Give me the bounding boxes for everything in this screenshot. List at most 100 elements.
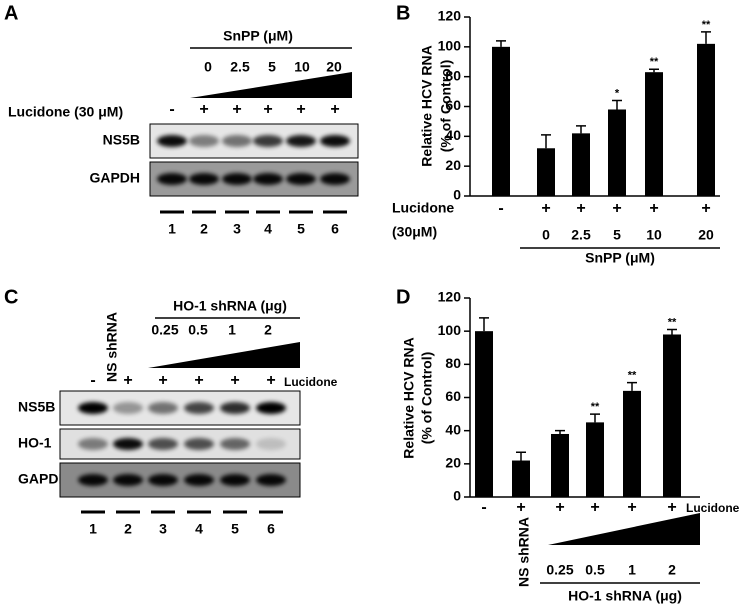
blot-band	[78, 438, 108, 450]
blot-band	[184, 438, 214, 450]
treatment-sign: +	[194, 372, 203, 389]
lane-number: 4	[264, 221, 272, 237]
bar	[586, 422, 604, 497]
bar	[512, 460, 530, 497]
error-bar	[590, 413, 600, 423]
x-tick-label: +	[667, 499, 676, 516]
y-axis-title: Relative HCV RNA	[401, 337, 417, 458]
y-axis-title: Relative HCV RNA	[419, 45, 435, 166]
treatment-sign: +	[330, 101, 339, 118]
bar	[697, 43, 715, 196]
dose-label: 5	[613, 227, 621, 243]
y-tick-label: 40	[445, 421, 461, 437]
significance: **	[702, 19, 711, 31]
blot-band	[256, 438, 286, 450]
row-label: Lucidone	[686, 501, 740, 515]
y-tick-label: 120	[438, 289, 462, 305]
significance: **	[591, 401, 600, 413]
treatment-sign: +	[123, 372, 132, 389]
x-tick-label: -	[481, 499, 486, 516]
blot-band	[220, 402, 250, 414]
blot-label: GAPDH	[18, 471, 69, 487]
panel-label: A	[4, 2, 18, 24]
dose-label: 2.5	[230, 59, 250, 75]
x-tick-label: +	[612, 200, 621, 217]
lane-number: 1	[89, 521, 97, 537]
y-tick-label: 80	[445, 67, 461, 83]
y-tick-label: 100	[438, 38, 462, 54]
dose-label: 2	[668, 562, 676, 578]
lane-number: 2	[124, 521, 132, 537]
panel-label: B	[396, 2, 410, 24]
error-bar	[649, 68, 659, 73]
bar	[608, 109, 626, 196]
lane-number: 3	[159, 521, 167, 537]
x-tick-label: +	[701, 200, 710, 217]
row-label: Lucidone	[392, 200, 454, 216]
x-tick-label: +	[555, 499, 564, 516]
blot-band	[113, 402, 143, 414]
significance: **	[668, 316, 677, 328]
treatment-sign: +	[199, 101, 208, 118]
treatment-sign: +	[230, 372, 239, 389]
x-tick-label: +	[590, 499, 599, 516]
blot-band	[222, 135, 252, 147]
blot-band	[256, 402, 286, 414]
blot-band	[222, 173, 252, 185]
dose-label: 20	[326, 59, 342, 75]
blot-band	[78, 474, 108, 486]
blot-band	[320, 173, 350, 185]
dose-label: 0.25	[546, 562, 573, 578]
blot-label: HO-1	[18, 435, 52, 451]
x-tick-label: +	[627, 499, 636, 516]
row-label: (30μM)	[392, 224, 437, 240]
control-label: NS shRNA	[516, 517, 532, 587]
dose-label: 2.5	[571, 227, 591, 243]
lane-number: 2	[200, 221, 208, 237]
blot-band	[286, 135, 316, 147]
dose-wedge	[190, 72, 352, 98]
blot-band	[220, 438, 250, 450]
dose-label: 0.25	[151, 322, 178, 338]
x-tick-label: +	[576, 200, 585, 217]
blot-label: NS5B	[103, 132, 140, 148]
x-tick-label: -	[498, 200, 503, 217]
dose-wedge	[548, 513, 700, 545]
treatment-sign: +	[232, 101, 241, 118]
bar	[663, 334, 681, 497]
dose-label: 1	[628, 562, 636, 578]
significance: *	[615, 87, 620, 99]
blot-band	[148, 438, 178, 450]
lucidone-label: Lucidone (30 μM)	[8, 104, 123, 120]
dose-label: 0	[542, 227, 550, 243]
blot-band	[78, 402, 108, 414]
lucidone-label: Lucidone	[284, 375, 338, 389]
blot-band	[320, 135, 350, 147]
blot-label: NS5B	[18, 399, 55, 415]
lane-number: 1	[168, 221, 176, 237]
lane-number: 5	[297, 221, 305, 237]
significance: **	[628, 369, 637, 381]
error-bar	[516, 451, 526, 461]
blot-band	[113, 474, 143, 486]
lane-number: 4	[195, 521, 203, 537]
error-bar	[479, 317, 489, 332]
panel-label: C	[4, 286, 18, 308]
significance: **	[650, 56, 659, 68]
lane-number: 5	[231, 521, 239, 537]
dose-label: 10	[294, 59, 310, 75]
error-bar	[667, 328, 677, 335]
bar	[537, 148, 555, 196]
dose-label: 0.5	[188, 322, 208, 338]
y-tick-label: 20	[445, 157, 461, 173]
dose-label: 0.5	[585, 562, 605, 578]
blot-band	[184, 474, 214, 486]
y-tick-label: 100	[438, 322, 462, 338]
error-bar	[701, 31, 711, 44]
treatment-title: HO-1 shRNA (μg)	[568, 588, 682, 604]
y-axis-title: (% of Control)	[438, 60, 454, 153]
y-tick-label: 60	[445, 97, 461, 113]
bar	[551, 433, 569, 497]
blot-band	[189, 173, 219, 185]
